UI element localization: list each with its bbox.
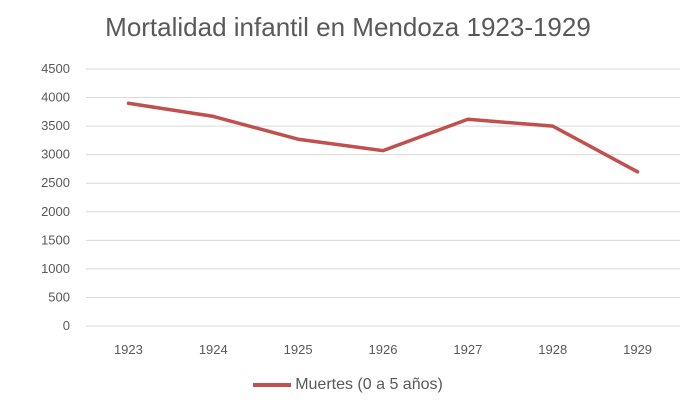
legend-label: Muertes (0 a 5 años) <box>295 376 443 393</box>
y-tick-label: 1500 <box>41 232 70 247</box>
gridlines <box>86 68 680 327</box>
x-tick-label: 1923 <box>114 342 143 357</box>
x-tick-label: 1927 <box>453 342 482 357</box>
y-tick-label: 4000 <box>41 90 70 105</box>
x-tick-label: 1925 <box>284 342 313 357</box>
x-axis-ticks: 1923 1924 1925 1926 1927 1928 1929 <box>114 342 652 357</box>
x-tick-label: 1929 <box>623 342 652 357</box>
y-tick-label: 4500 <box>41 61 70 76</box>
series-layer <box>126 101 640 174</box>
y-tick-label: 3500 <box>41 118 70 133</box>
y-tick-label: 500 <box>48 289 70 304</box>
y-tick-label: 1000 <box>41 261 70 276</box>
x-tick-label: 1926 <box>369 342 398 357</box>
series-line <box>126 101 640 174</box>
x-tick-label: 1924 <box>199 342 228 357</box>
y-axis-ticks: 0 500 1000 1500 2000 2500 3000 3500 4000 4500 <box>41 61 70 333</box>
y-tick-label: 2000 <box>41 204 70 219</box>
legend: Muertes (0 a 5 años) <box>0 376 696 394</box>
legend-swatch <box>253 383 292 387</box>
chart-title: Mortalidad infantil en Mendoza 1923-1929 <box>105 12 591 42</box>
x-tick-label: 1928 <box>538 342 567 357</box>
y-tick-label: 2500 <box>41 175 70 190</box>
y-tick-label: 0 <box>63 318 70 333</box>
y-tick-label: 3000 <box>41 147 70 162</box>
